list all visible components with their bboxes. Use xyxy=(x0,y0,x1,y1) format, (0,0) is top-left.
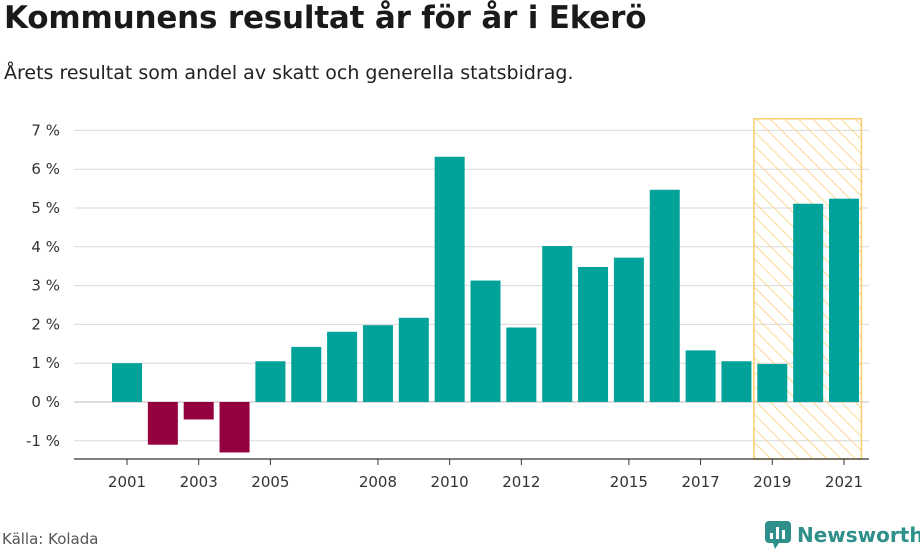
source-label: Källa: Kolada xyxy=(2,530,99,548)
y-tick-label: 5 % xyxy=(31,199,60,217)
grid-lines xyxy=(74,129,869,442)
bar-2016 xyxy=(649,189,680,402)
x-tick-label: 2010 xyxy=(431,473,469,491)
bar-2015 xyxy=(613,257,644,402)
bar-2013 xyxy=(542,246,573,402)
y-tick-label: -1 % xyxy=(26,432,60,450)
newsworthy-logo-icon xyxy=(765,521,791,549)
y-tick-label: 7 % xyxy=(31,121,60,139)
brand-logo: Newsworthy xyxy=(765,520,920,550)
axes: -1 % 0 % 1 % 2 % 3 % 4 % 5 % 6 % 7 % 2001 2003 2005… xyxy=(26,121,869,491)
brand-name: Newsworthy xyxy=(797,523,920,547)
bar-2021 xyxy=(829,198,859,402)
bar-2005 xyxy=(255,361,286,402)
chart-subtitle: Årets resultat som andel av skatt och ge… xyxy=(4,62,574,84)
x-tick-label: 2019 xyxy=(753,473,791,491)
x-tick-label: 2012 xyxy=(502,473,540,491)
bar-2011 xyxy=(470,280,501,402)
x-tick-label: 2015 xyxy=(610,473,648,491)
y-tick-label: 2 % xyxy=(31,315,60,333)
x-tick-label: 2003 xyxy=(180,473,218,491)
bar-2001 xyxy=(112,363,142,402)
bar-2008 xyxy=(362,325,393,402)
bar-2019 xyxy=(757,363,788,402)
y-tick-label: 0 % xyxy=(31,393,60,411)
bar-2017 xyxy=(685,350,716,402)
y-tick-label: 1 % xyxy=(31,354,60,372)
chart-title: Kommunens resultat år för år i Ekerö xyxy=(4,0,647,36)
bar-2003 xyxy=(183,402,214,420)
y-tick-label: 4 % xyxy=(31,238,60,256)
bar-2014 xyxy=(578,266,609,402)
bar-2006 xyxy=(291,346,322,402)
bar-2009 xyxy=(398,317,429,402)
bar-2002 xyxy=(147,402,178,445)
y-tick-label: 3 % xyxy=(31,277,60,295)
bar-2004 xyxy=(219,402,250,453)
bar-2018 xyxy=(721,361,752,402)
x-tick-label: 2021 xyxy=(825,473,863,491)
x-tick-label: 2005 xyxy=(251,473,289,491)
bar-2012 xyxy=(506,327,537,402)
bar-2020 xyxy=(793,203,824,402)
x-tick-label: 2017 xyxy=(682,473,720,491)
bars xyxy=(112,156,859,453)
y-tick-label: 6 % xyxy=(31,160,60,178)
x-tick-label: 2001 xyxy=(108,473,146,491)
bar-2007 xyxy=(327,331,358,402)
bar-2010 xyxy=(434,156,465,402)
x-tick-label: 2008 xyxy=(359,473,397,491)
